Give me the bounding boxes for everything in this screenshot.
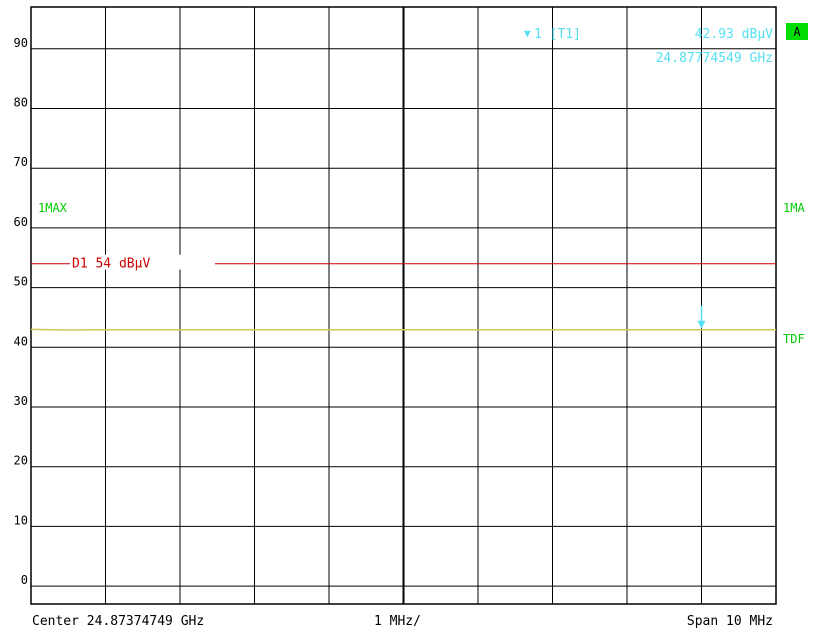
trace-badge-label: A bbox=[793, 25, 801, 39]
y-tick-label: 70 bbox=[14, 155, 28, 169]
trace-1-line bbox=[30, 328, 777, 331]
trace-mode-right: 1MA bbox=[783, 201, 805, 215]
y-tick-label: 60 bbox=[14, 215, 28, 229]
y-tick-label: 80 bbox=[14, 95, 28, 109]
y-tick-label: 10 bbox=[14, 513, 28, 527]
trace-mode-left: 1MAX bbox=[38, 201, 68, 215]
y-tick-label: 0 bbox=[21, 573, 28, 587]
grid bbox=[30, 6, 777, 605]
trace-badge bbox=[786, 23, 808, 40]
marker-1-level: 42.93 dBµV bbox=[695, 27, 773, 42]
marker-1-frequency: 24.87774549 GHz bbox=[656, 51, 773, 66]
tdf-indicator: TDF bbox=[783, 332, 805, 346]
y-tick-label: 20 bbox=[14, 454, 28, 468]
limit-line-label: D1 54 dBµV bbox=[72, 257, 150, 272]
frequency-span: Span 10 MHz bbox=[687, 614, 773, 629]
y-tick-label: 90 bbox=[14, 36, 28, 50]
marker-1 bbox=[697, 305, 706, 329]
y-tick-label: 40 bbox=[14, 334, 28, 348]
marker-1-label: 1 [T1] bbox=[534, 27, 581, 42]
center-frequency: Center 24.87374749 GHz bbox=[32, 614, 204, 629]
y-tick-label: 50 bbox=[14, 275, 28, 289]
limit-label-background bbox=[70, 254, 215, 270]
frequency-per-division: 1 MHz/ bbox=[374, 614, 421, 629]
marker-triangle-icon: ▼ bbox=[524, 27, 531, 40]
marker-1-arrow bbox=[697, 320, 706, 329]
y-tick-label: 30 bbox=[14, 394, 28, 408]
y-tick-labels: 90 80 70 60 50 40 30 20 10 0 bbox=[14, 36, 28, 587]
